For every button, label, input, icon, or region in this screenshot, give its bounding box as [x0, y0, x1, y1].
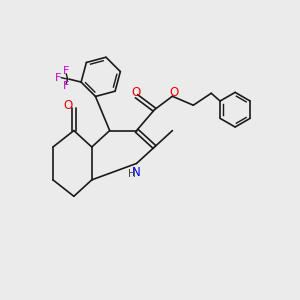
Text: F: F [55, 73, 61, 82]
Text: H: H [128, 169, 136, 179]
Text: O: O [64, 99, 73, 112]
Text: O: O [131, 85, 141, 99]
Text: F: F [63, 81, 69, 91]
Text: O: O [169, 85, 178, 99]
Text: N: N [132, 167, 141, 179]
Text: F: F [63, 66, 69, 76]
